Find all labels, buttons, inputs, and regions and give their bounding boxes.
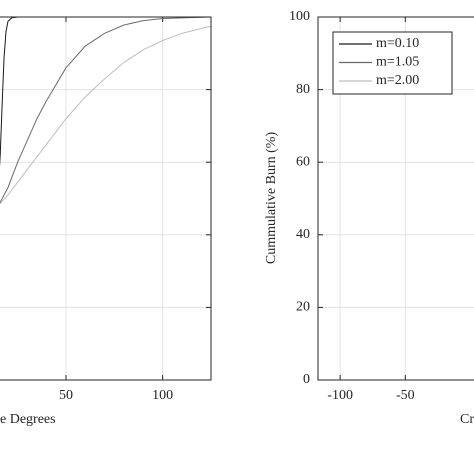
x-axis-label: e Degrees <box>0 412 56 427</box>
y-tick-label: 60 <box>296 154 310 169</box>
line-series <box>0 17 211 204</box>
y-tick-label: 0 <box>303 372 310 387</box>
plot-frame <box>0 16 212 381</box>
y-axis-label: Cummulative Burn (%) <box>264 132 279 265</box>
legend: m=0.10 m=1.05 m=2.00 <box>332 31 453 95</box>
right-plot: 0 20 40 60 80 100 -100 -50 <box>289 9 474 403</box>
y-tick-label: 20 <box>296 300 310 315</box>
plot-frame <box>317 16 474 381</box>
y-tick-label: 100 <box>289 9 310 24</box>
y-tick-label: 80 <box>296 82 310 97</box>
legend-label: m=0.10 <box>376 36 419 51</box>
x-tick-label: 50 <box>59 388 73 403</box>
x-tick-label: 100 <box>152 388 173 403</box>
x-tick-label: -100 <box>327 388 353 403</box>
y-tick-label: 40 <box>296 227 310 242</box>
legend-label: m=1.05 <box>376 55 419 70</box>
line-series <box>0 17 211 168</box>
legend-label: m=2.00 <box>376 73 419 88</box>
left-plot: 50 100 <box>0 16 212 403</box>
x-tick-label: -50 <box>396 388 415 403</box>
line-series <box>0 25 211 205</box>
x-axis-label: Cr <box>460 412 474 427</box>
